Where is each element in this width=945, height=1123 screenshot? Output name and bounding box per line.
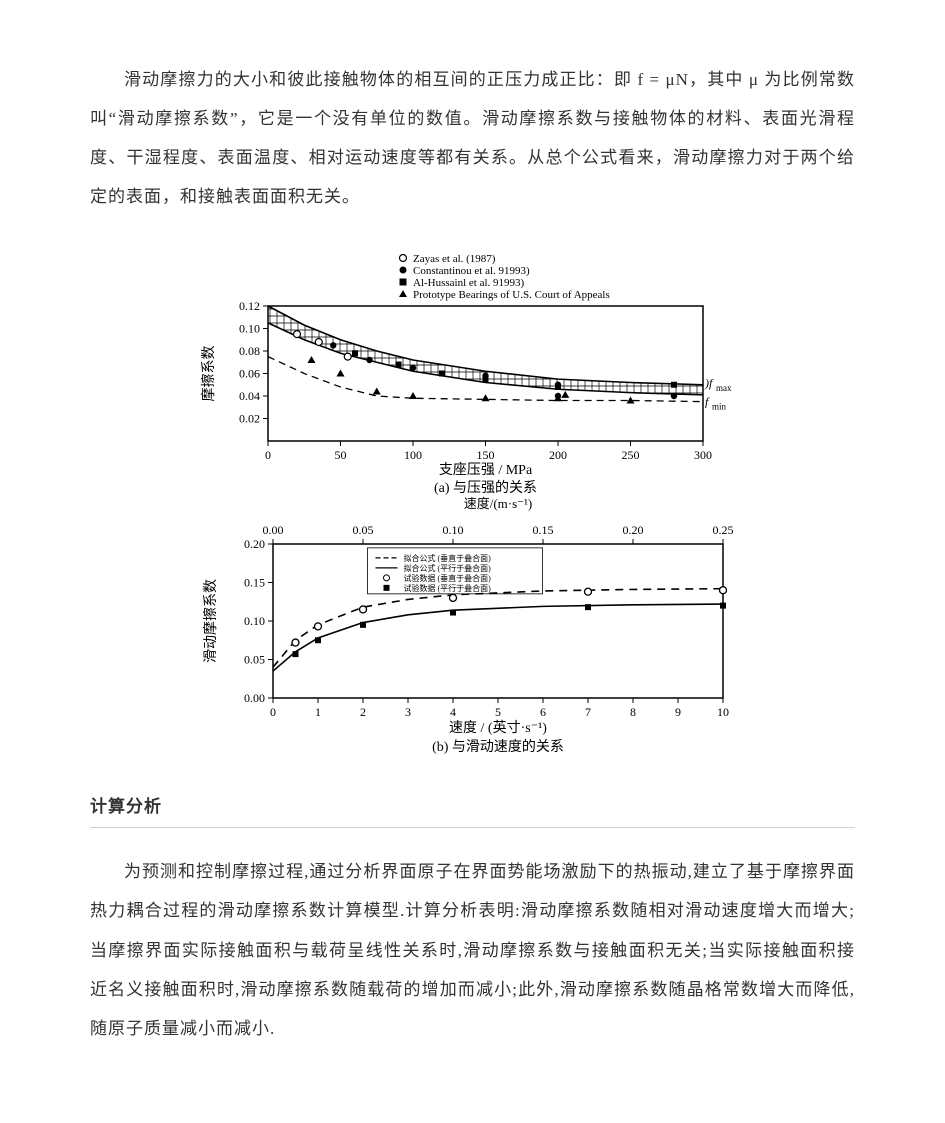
svg-text:1: 1 <box>315 705 321 719</box>
svg-text:0.04: 0.04 <box>239 389 260 403</box>
analysis-paragraph: 为预测和控制摩擦过程,通过分析界面原子在界面势能场激励下的热振动,建立了基于摩擦… <box>90 852 855 1047</box>
svg-text:3: 3 <box>405 705 411 719</box>
svg-text:0.00: 0.00 <box>244 691 265 705</box>
intro-paragraph: 滑动摩擦力的大小和彼此接触物体的相互间的正压力成正比：即 f = μN，其中 μ… <box>90 60 855 216</box>
svg-text:0.20: 0.20 <box>244 537 265 551</box>
svg-text:9: 9 <box>675 705 681 719</box>
svg-text:0.10: 0.10 <box>442 523 463 537</box>
svg-text:min: min <box>712 402 727 412</box>
svg-text:2: 2 <box>360 705 366 719</box>
svg-text:拟合公式 (平行于叠合面): 拟合公式 (平行于叠合面) <box>403 563 491 573</box>
svg-text:0: 0 <box>265 448 271 462</box>
svg-text:0.06: 0.06 <box>239 367 260 381</box>
svg-text:0.25: 0.25 <box>712 523 733 537</box>
svg-text:(a) 与压强的关系: (a) 与压强的关系 <box>433 480 536 496</box>
svg-text:试验数据 (平行于叠合面): 试验数据 (平行于叠合面) <box>403 583 491 593</box>
svg-text:5: 5 <box>495 705 501 719</box>
svg-text:8: 8 <box>630 705 636 719</box>
svg-text:0.00: 0.00 <box>262 523 283 537</box>
svg-text:支座压强 / MPa: 支座压强 / MPa <box>438 462 532 478</box>
svg-text:试验数据 (垂直于叠合面): 试验数据 (垂直于叠合面) <box>403 573 491 583</box>
chart-a: Zayas et al. (1987)Constantinou et al. 9… <box>193 246 753 496</box>
svg-text:0.05: 0.05 <box>352 523 373 537</box>
svg-text:)f: )f <box>704 376 714 390</box>
svg-text:(b) 与滑动速度的关系: (b) 与滑动速度的关系 <box>432 738 564 755</box>
svg-text:300: 300 <box>694 448 712 462</box>
svg-text:0.05: 0.05 <box>244 653 265 667</box>
svg-text:0.20: 0.20 <box>622 523 643 537</box>
svg-text:速度/(m·s⁻¹): 速度/(m·s⁻¹) <box>463 496 532 511</box>
svg-text:摩擦系数: 摩擦系数 <box>200 346 217 402</box>
svg-text:Constantinou et al. 91993): Constantinou et al. 91993) <box>413 265 530 277</box>
svg-text:Al-Hussainl et al. 91993): Al-Hussainl et al. 91993) <box>413 277 525 289</box>
svg-text:0.15: 0.15 <box>532 523 553 537</box>
section-heading: 计算分析 <box>90 792 855 828</box>
svg-text:0.02: 0.02 <box>239 412 260 426</box>
svg-text:Prototype Bearings of U.S. Cou: Prototype Bearings of U.S. Court of Appe… <box>413 289 610 301</box>
svg-text:10: 10 <box>717 705 729 719</box>
svg-text:0.10: 0.10 <box>239 322 260 336</box>
svg-text:0.08: 0.08 <box>239 344 260 358</box>
svg-text:250: 250 <box>621 448 639 462</box>
svg-text:速度 / (英寸·s⁻¹): 速度 / (英寸·s⁻¹) <box>449 719 547 736</box>
svg-text:max: max <box>716 383 732 393</box>
svg-text:0.12: 0.12 <box>239 299 260 313</box>
svg-text:拟合公式 (垂直于叠合面): 拟合公式 (垂直于叠合面) <box>403 553 491 563</box>
svg-text:f: f <box>705 395 710 409</box>
friction-figure: Zayas et al. (1987)Constantinou et al. 9… <box>90 246 855 756</box>
svg-text:滑动摩擦系数: 滑动摩擦系数 <box>202 579 219 663</box>
svg-text:100: 100 <box>404 448 422 462</box>
svg-text:4: 4 <box>450 705 456 719</box>
svg-text:50: 50 <box>334 448 346 462</box>
svg-text:0.10: 0.10 <box>244 614 265 628</box>
svg-text:6: 6 <box>540 705 546 719</box>
svg-text:150: 150 <box>476 448 494 462</box>
svg-text:7: 7 <box>585 705 591 719</box>
svg-text:200: 200 <box>549 448 567 462</box>
svg-text:Zayas et al. (1987): Zayas et al. (1987) <box>413 253 496 265</box>
svg-text:0.15: 0.15 <box>244 576 265 590</box>
svg-text:0: 0 <box>270 705 276 719</box>
chart-b: 速度/(m·s⁻¹) 0.00 0.05 0.10 0.15 0.20 0.25 0 1 2 3 4 5… <box>193 496 753 756</box>
